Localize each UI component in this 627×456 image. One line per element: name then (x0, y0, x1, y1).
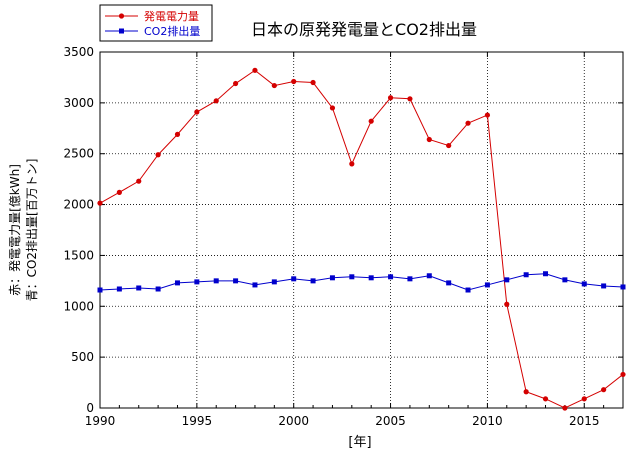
data-point (291, 78, 297, 85)
data-point (368, 118, 374, 124)
data-point (310, 278, 316, 284)
data-point (543, 271, 549, 277)
x-tick-label: 2010 (472, 414, 503, 428)
y-axis-label-line-1: 赤：発電電力量[億kWh] (8, 164, 22, 296)
legend-swatch-marker (118, 13, 125, 19)
data-point (213, 278, 219, 284)
data-point (426, 136, 432, 143)
y-tick-label: 1500 (63, 248, 94, 262)
x-tick-label: 2005 (375, 414, 406, 428)
chart-title: 日本の原発発電量とCO2排出量 (251, 20, 477, 39)
data-point (368, 275, 374, 281)
y-tick-label: 3000 (63, 96, 94, 110)
legend-swatch-marker (119, 28, 124, 34)
legend-item: CO2排出量 (105, 24, 200, 38)
legend-label: CO2排出量 (144, 24, 200, 38)
data-point (174, 131, 181, 137)
data-point (523, 389, 529, 395)
x-axis-label: [年] (348, 435, 371, 450)
data-point (542, 396, 549, 402)
legend-item: 発電電力量 (105, 9, 199, 23)
data-point (194, 109, 200, 115)
data-point (116, 189, 122, 195)
x-tick-label: 1990 (85, 414, 116, 428)
data-point (465, 287, 471, 293)
grid (100, 52, 623, 408)
data-point (155, 286, 161, 292)
data-point (194, 279, 200, 285)
y-tick-label: 2000 (63, 198, 94, 212)
plot-frame (99, 51, 624, 409)
data-point (291, 276, 297, 282)
data-point (581, 396, 587, 402)
x-tick-label: 1995 (182, 414, 213, 428)
legend-box (99, 4, 213, 42)
data-point (388, 274, 394, 280)
data-point (523, 272, 529, 278)
data-point (562, 277, 568, 283)
data-point (252, 67, 258, 73)
series-2 (97, 271, 626, 293)
data-point (271, 279, 277, 285)
axes: 0 500 1000 1500 2000 2500 3000 3500 1990 1995 2000… (63, 45, 624, 428)
data-point (97, 200, 103, 206)
data-point (329, 275, 335, 281)
data-point (465, 120, 471, 126)
data-point (504, 277, 510, 283)
data-point (484, 282, 490, 288)
data-point (426, 273, 432, 279)
data-point (620, 284, 626, 290)
data-point (97, 287, 103, 293)
data-point (387, 95, 394, 101)
series-line (99, 69, 624, 409)
y-tick-label: 0 (86, 401, 94, 415)
x-tick-label: 2015 (569, 414, 600, 428)
data-point (329, 105, 336, 111)
y-axis-label-line-2: 青：CO2排出量[百万トン] (25, 159, 39, 302)
data-point (562, 405, 568, 411)
data-point (620, 371, 626, 378)
series-1 (97, 67, 626, 411)
data-point (407, 96, 413, 102)
y-tick-label: 3500 (63, 45, 94, 59)
data-point (407, 276, 413, 282)
y-tick-label: 2500 (63, 147, 94, 161)
data-point (484, 112, 491, 118)
series-layer (97, 67, 626, 411)
x-tick-label: 2000 (278, 414, 309, 428)
data-point (446, 142, 452, 149)
data-point (213, 98, 219, 104)
data-point (310, 79, 316, 86)
data-point (446, 280, 452, 286)
data-point (601, 387, 607, 393)
data-point (271, 82, 277, 89)
data-point (504, 301, 510, 307)
data-point (232, 80, 239, 87)
series-line (99, 273, 624, 291)
data-point (174, 280, 180, 286)
y-tick-label: 500 (71, 350, 94, 364)
y-axis-label: 赤：発電電力量[億kWh] 青：CO2排出量[百万トン] (8, 159, 39, 302)
data-point (349, 274, 355, 280)
data-point (252, 282, 258, 288)
data-point (581, 281, 587, 287)
data-point (601, 283, 607, 289)
data-point (116, 286, 122, 292)
data-point (155, 152, 161, 158)
data-point (136, 285, 142, 291)
data-point (233, 278, 239, 284)
legend-label: 発電電力量 (144, 9, 199, 23)
data-point (136, 178, 142, 184)
y-tick-label: 1000 (63, 299, 94, 313)
data-point (349, 161, 355, 167)
